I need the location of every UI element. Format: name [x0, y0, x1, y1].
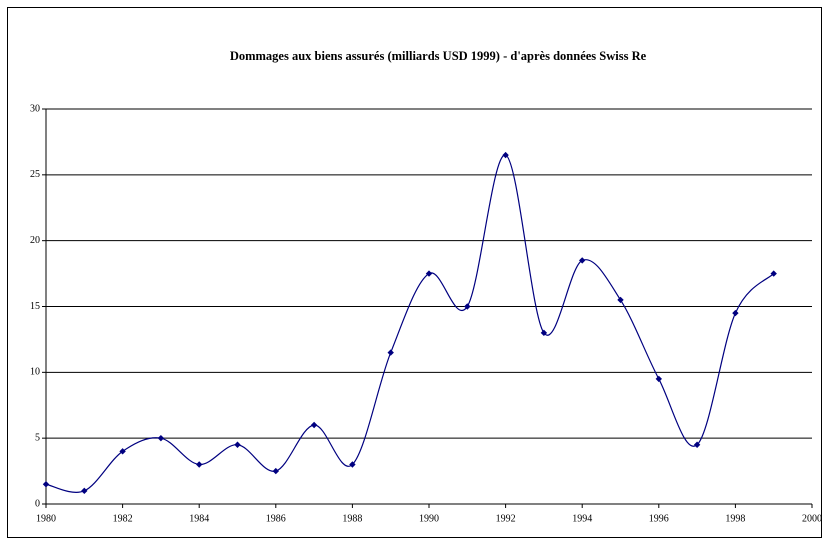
x-tick-label: 1986: [266, 513, 286, 524]
x-tick-label: 1998: [725, 513, 745, 524]
marker: [310, 421, 318, 429]
x-tick-label: 1984: [189, 513, 209, 524]
marker: [732, 309, 739, 317]
line: [45, 154, 775, 493]
y-tick-label: 30: [30, 103, 40, 114]
x-tick-label: 1988: [342, 513, 362, 524]
y-tick-label: 20: [30, 235, 40, 246]
y-tick-label: 25: [30, 169, 40, 180]
marker: [617, 296, 624, 304]
marker: [196, 461, 203, 468]
marker: [502, 151, 509, 159]
x-tick-label: 1992: [496, 513, 516, 524]
marker: [272, 467, 279, 475]
marker: [770, 270, 777, 277]
marker: [157, 434, 165, 442]
y-tick-label: 0: [35, 498, 40, 509]
marker: [655, 375, 662, 383]
x-tick-label: 1996: [649, 513, 669, 524]
x-tick-label: 1982: [113, 513, 133, 524]
y-tick-label: 15: [30, 301, 40, 312]
marker: [119, 448, 126, 455]
marker: [540, 329, 548, 337]
marker: [349, 461, 356, 468]
marker: [81, 487, 88, 495]
x-tick-label: 1990: [419, 513, 439, 524]
x-tick-label: 1980: [36, 513, 56, 524]
chart-title: Dommages aux biens assurés (milliards US…: [230, 49, 647, 63]
y-tick-label: 10: [30, 367, 40, 378]
chart-frame: [7, 7, 822, 538]
marker: [234, 441, 241, 448]
marker: [425, 270, 433, 277]
y-tick-label: 5: [35, 432, 40, 443]
x-tick-label: 2000: [802, 513, 822, 524]
x-tick-label: 1994: [572, 513, 592, 524]
marker: [579, 257, 586, 264]
marker: [693, 441, 701, 448]
marker: [387, 349, 394, 356]
marker: [42, 481, 50, 488]
marker: [464, 303, 471, 310]
